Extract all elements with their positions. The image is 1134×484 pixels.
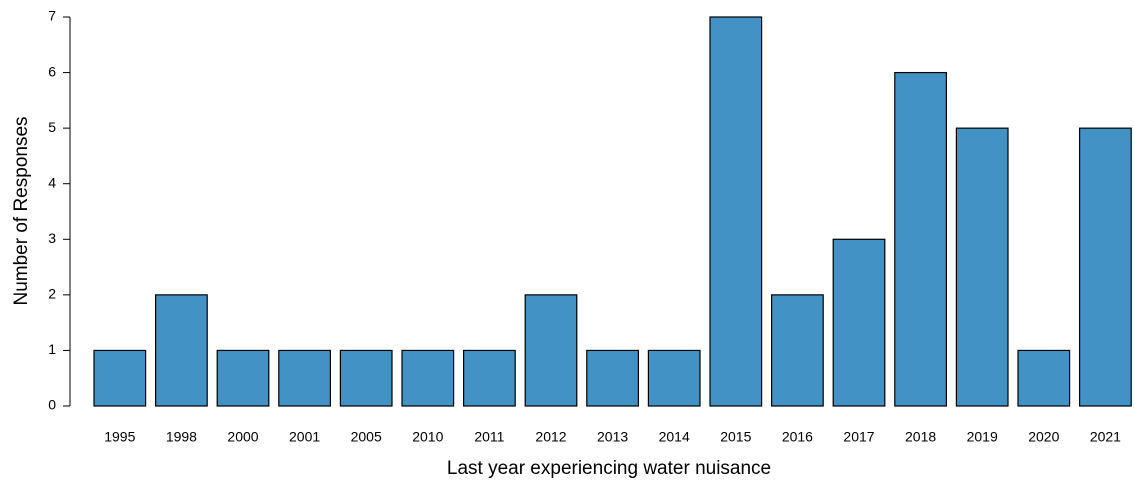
y-tick-label: 6 [48, 63, 56, 79]
bar [832, 238, 886, 407]
y-tick-label: 3 [48, 230, 56, 246]
y-tick-label: 7 [48, 8, 56, 24]
bar [401, 349, 455, 407]
x-axis-title: Last year experiencing water nuisance [447, 458, 771, 479]
bar [339, 349, 393, 407]
x-tick-label: 2005 [351, 429, 382, 445]
bar [1017, 349, 1071, 407]
bar [770, 294, 824, 407]
bar [155, 294, 208, 407]
bar [524, 294, 578, 407]
bar [93, 349, 147, 407]
y-tick-label: 1 [48, 341, 56, 357]
x-tick-label: 2001 [289, 429, 320, 445]
bar [955, 127, 1009, 407]
bar [894, 71, 947, 407]
x-tick-label: 2011 [474, 429, 504, 445]
x-tick-label: 2010 [412, 429, 443, 445]
bar [709, 16, 763, 407]
bar [278, 349, 331, 407]
bar [586, 349, 639, 407]
bar [1078, 127, 1132, 407]
x-tick-label: 2017 [843, 429, 874, 445]
x-tick-label: 2021 [1090, 429, 1121, 445]
y-tick-label: 4 [48, 174, 56, 190]
x-tick-label: 2018 [905, 429, 936, 445]
x-tick-label: 2012 [535, 429, 566, 445]
x-tick-label: 2015 [720, 429, 751, 445]
y-tick-label: 5 [48, 119, 56, 135]
x-tick-label: 2016 [782, 429, 813, 445]
x-tick-label: 2013 [597, 429, 628, 445]
y-tick-label: 2 [48, 286, 56, 302]
x-tick-label: 2000 [227, 429, 258, 445]
x-tick-label: 2019 [967, 429, 998, 445]
bar [647, 349, 701, 407]
bar [463, 349, 516, 407]
y-axis-title: Number of Responses [11, 116, 32, 305]
y-tick-label: 0 [48, 397, 56, 413]
x-tick-label: 2020 [1028, 429, 1059, 445]
x-tick-label: 1998 [166, 429, 197, 445]
x-tick-label: 1995 [104, 429, 135, 445]
bar [216, 349, 270, 407]
x-tick-label: 2014 [659, 429, 690, 445]
